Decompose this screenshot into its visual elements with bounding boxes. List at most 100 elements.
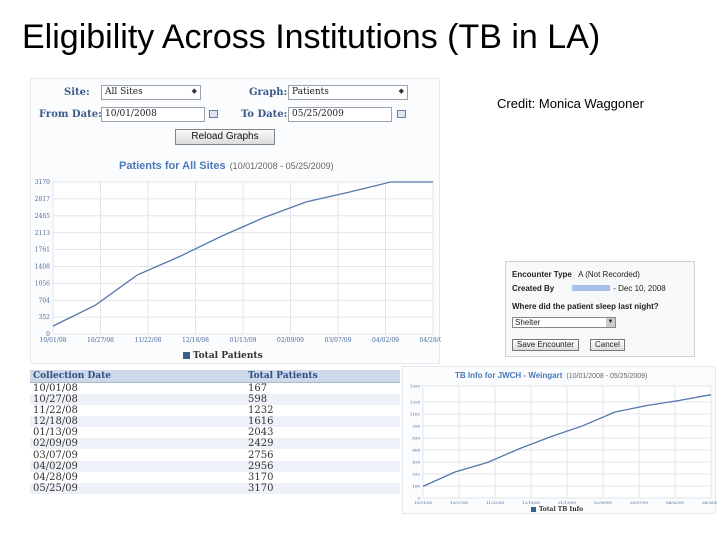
cell-date: 10/01/08 [33,382,78,394]
cell-total: 167 [248,382,268,394]
cell-total: 2429 [245,438,400,450]
col-collection-date: Collection Date [30,370,245,383]
x-tick-label: 04/28/09 [420,337,441,344]
site-select-value: All Sites [105,87,143,97]
select-arrows-icon: ◆ [398,87,404,95]
table-row: 11/22/08 1232 [30,405,400,416]
y-tick-label: 498 [412,459,420,464]
to-date-label: To Date: [241,109,288,120]
main-chart-title: Patients for All Sites [119,160,226,172]
x-tick-label: 01/13/09 [558,500,576,505]
table-row: 10/01/08 167 [30,382,400,394]
table-row: 04/02/09 2956 [30,460,400,472]
x-tick-label: 10/01/08 [414,500,432,505]
sleep-question-text: Where did the patient sleep last night? [512,302,659,311]
tb-line-chart: 0 166 332 498 664 830 996 1162 1328 1550 10/01/08 1… [410,383,717,505]
legend-label: Total TB Info [539,506,584,513]
from-date-value: 10/01/2008 [105,109,157,119]
to-date-input[interactable]: 05/25/2009 [288,107,392,122]
y-tick-label: 830 [412,435,420,440]
sleep-answer-select[interactable]: Shelter ▼ [512,317,616,328]
y-tick-label: 1550 [410,383,421,388]
y-tick-label: 0 [46,331,50,338]
created-by-row: Created By - Dec 10, 2008 [512,284,666,293]
reload-graphs-button[interactable]: Reload Graphs [175,129,275,145]
x-tick-label: 04/28/09 [702,500,717,505]
user-link[interactable] [572,285,611,291]
graph-select[interactable]: Patients ◆ [288,85,408,100]
select-arrows-icon: ◆ [191,87,197,95]
cell-total: 2756 [248,449,274,461]
tb-chart-range: (10/01/2008 - 05/25/2009) [566,373,648,380]
cell-date: 02/09/09 [30,438,245,450]
y-tick-label: 2113 [35,230,50,237]
from-date-input[interactable]: 10/01/2008 [101,107,205,122]
cell-date: 05/25/09 [30,483,245,495]
table-row: 01/13/09 2043 [30,427,400,438]
y-tick-label: 1328 [410,399,421,404]
table-row: 03/07/09 2756 [30,449,400,461]
site-label: Site: [64,87,90,98]
y-tick-label: 332 [412,471,420,476]
table-row: 04/28/09 3170 [30,472,400,483]
cell-total: 2956 [245,460,400,472]
x-tick-label: 04/02/09 [372,337,399,344]
x-tick-label: 10/01/08 [40,337,67,344]
cell-date: 10/27/08 [30,393,245,405]
created-by-label: Created By [512,284,555,293]
x-tick-label: 12/18/08 [182,337,209,344]
series-line [422,394,712,487]
from-date-label: From Date: [39,109,102,120]
graph-select-value: Patients [292,87,329,97]
x-tick-label: 02/09/09 [594,500,612,505]
tb-chart-legend: Total TB Info [531,506,583,513]
table-header-row: Collection Date Total Patients [30,370,400,383]
to-date-value: 05/25/2009 [292,109,344,119]
calendar-icon[interactable] [209,110,218,118]
legend-swatch [531,507,536,512]
y-tick-label: 2817 [35,196,50,203]
cell-date: 11/22/08 [33,404,78,416]
cell-date: 04/02/09 [30,460,245,472]
x-tick-label: 01/13/09 [230,337,257,344]
sleep-question: Where did the patient sleep last night? [512,302,659,311]
table-row: 10/27/08 598 [30,393,400,405]
cell-date: 01/13/09 [33,427,78,439]
cancel-button[interactable]: Cancel [590,339,625,351]
series-line [52,181,433,327]
x-tick-label: 03/07/09 [325,337,352,344]
site-select[interactable]: All Sites ◆ [101,85,201,100]
y-tick-label: 1408 [35,264,50,271]
main-chart-range: (10/01/2008 - 05/25/2009) [229,161,334,171]
x-tick-label: 11/22/08 [135,337,162,344]
cell-total: 2043 [248,427,274,439]
x-tick-label: 04/02/09 [666,500,684,505]
save-encounter-button[interactable]: Save Encounter [512,339,579,351]
cell-total: 3170 [248,471,274,483]
main-line-chart: 0 352 704 1056 1408 1761 2113 2465 2817 3170 10/01… [35,179,441,344]
dropdown-arrow-icon: ▼ [606,318,615,327]
table-row: 02/09/09 2429 [30,438,400,450]
tb-chart-title: TB Info for JWCH - Weingart [455,371,563,380]
graph-label: Graph: [249,87,288,98]
y-tick-label: 1162 [410,411,421,416]
col-total-patients: Total Patients [245,370,400,383]
y-tick-label: 2465 [35,213,50,220]
legend-label: Total Patients [193,351,263,361]
calendar-icon[interactable] [397,110,406,118]
encounter-type-label: Encounter Type [512,270,572,279]
credit-text: Credit: Monica Waggoner [497,96,644,111]
x-tick-label: 10/27/08 [87,337,114,344]
sleep-answer-value: Shelter [515,318,541,327]
tb-chart-heading: TB Info for JWCH - Weingart (10/01/2008 -… [455,371,647,380]
x-tick-label: 03/07/09 [630,500,648,505]
encounter-type-row: Encounter Type A (Not Recorded) [512,270,640,279]
y-tick-label: 1761 [35,247,50,254]
graph-panel: Site: All Sites ◆ Graph: Patients ◆ 10/0… [30,78,441,364]
legend-swatch [183,352,190,359]
y-tick-label: 704 [39,297,51,304]
x-tick-label: 12/18/08 [522,500,540,505]
main-chart-legend: Total Patients [183,351,263,361]
cell-total: 1616 [245,415,400,428]
y-tick-label: 3170 [35,179,50,186]
